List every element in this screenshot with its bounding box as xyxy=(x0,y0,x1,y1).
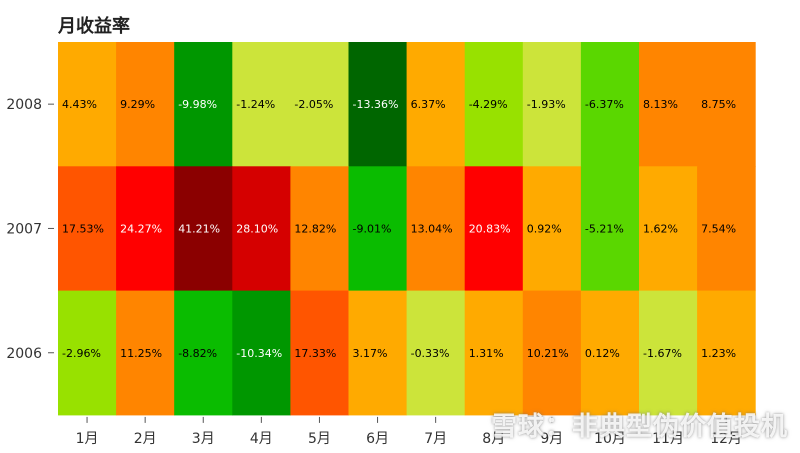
heatmap-cell-2008-4 xyxy=(232,42,291,167)
heatmap-cell-2008-10 xyxy=(580,42,640,167)
y-tick-label: 2006 xyxy=(6,346,42,362)
cell-value-label: -2.96% xyxy=(62,347,101,360)
heatmap-cell-2008-11 xyxy=(639,42,698,167)
cell-value-label: -2.05% xyxy=(294,98,333,111)
cell-value-label: 28.10% xyxy=(236,222,278,235)
heatmap-cell-2008-7 xyxy=(406,42,466,167)
heatmap-cell-2006-7 xyxy=(406,290,466,416)
heatmap-cell-2007-4 xyxy=(232,166,291,292)
heatmap-cell-2006-10 xyxy=(580,290,640,416)
x-tick-label: 11月 xyxy=(652,431,684,447)
cell-value-label: -0.33% xyxy=(411,347,450,360)
cell-value-label: -1.24% xyxy=(236,98,275,111)
heatmap-cell-2006-3 xyxy=(174,290,233,416)
cell-value-label: -10.34% xyxy=(236,347,282,360)
x-tick-label: 12月 xyxy=(710,431,742,447)
cell-value-label: 1.23% xyxy=(701,347,736,360)
cell-value-label: 7.54% xyxy=(701,222,736,235)
heatmap-cell-2008-8 xyxy=(464,42,524,167)
cell-value-label: 1.31% xyxy=(469,347,504,360)
heatmap-cell-2006-1 xyxy=(58,290,117,416)
heatmap-cell-2007-11 xyxy=(639,166,698,292)
x-tick-label: 10月 xyxy=(594,431,626,447)
cell-value-label: 17.53% xyxy=(62,222,104,235)
cell-value-label: 4.43% xyxy=(62,98,97,111)
x-tick-label: 6月 xyxy=(366,431,389,447)
heatmap-cell-2006-11 xyxy=(639,290,698,416)
cell-value-label: 13.04% xyxy=(411,222,453,235)
heatmap-cell-2007-8 xyxy=(464,166,524,292)
watermark: 雪球：非典型伪价值投机 xyxy=(490,412,788,442)
heatmap-cell-2006-6 xyxy=(348,290,408,416)
heatmap-cell-2007-7 xyxy=(406,166,466,292)
heatmap-cell-2008-12 xyxy=(697,42,756,167)
heatmap-cell-2006-4 xyxy=(232,290,291,416)
heatmap-cell-2007-2 xyxy=(116,166,175,292)
y-tick-label: 2007 xyxy=(6,221,42,237)
heatmap-cell-2007-9 xyxy=(522,166,582,292)
x-tick-label: 7月 xyxy=(424,431,447,447)
cell-value-label: 1.62% xyxy=(643,222,678,235)
y-tick-label: 2008 xyxy=(6,97,42,113)
cell-value-label: 3.17% xyxy=(353,347,388,360)
heatmap-cell-2006-2 xyxy=(116,290,175,416)
heatmap-cell-2008-9 xyxy=(522,42,582,167)
cell-value-label: 9.29% xyxy=(120,98,155,111)
heatmap-cell-2007-12 xyxy=(697,166,756,292)
heatmap-cell-2006-12 xyxy=(697,290,756,416)
cell-value-label: 8.75% xyxy=(701,98,736,111)
cell-value-label: -13.36% xyxy=(353,98,399,111)
heatmap-cell-2007-5 xyxy=(290,166,349,292)
cell-value-label: 10.21% xyxy=(527,347,569,360)
cell-value-label: -1.93% xyxy=(527,98,566,111)
cell-value-label: 12.82% xyxy=(294,222,336,235)
cell-value-label: 6.37% xyxy=(411,98,446,111)
cell-value-label: 17.33% xyxy=(294,347,336,360)
x-tick-label: 2月 xyxy=(134,431,157,447)
cell-value-label: -5.21% xyxy=(585,222,624,235)
x-tick-label: 8月 xyxy=(482,431,505,447)
heatmap-cell-2006-5 xyxy=(290,290,349,416)
cell-value-label: -8.82% xyxy=(178,347,217,360)
cell-value-label: -4.29% xyxy=(469,98,508,111)
heatmap-cell-2006-8 xyxy=(464,290,524,416)
heatmap-cell-2008-1 xyxy=(58,42,117,167)
cell-value-label: -9.98% xyxy=(178,98,217,111)
heatmap-cell-2007-3 xyxy=(174,166,233,292)
chart-title: 月收益率 xyxy=(58,16,130,37)
heatmap-cell-2008-5 xyxy=(290,42,349,167)
cell-value-label: -6.37% xyxy=(585,98,624,111)
heatmap-cell-2008-6 xyxy=(348,42,408,167)
heatmap-cell-2008-3 xyxy=(174,42,233,167)
x-tick-label: 4月 xyxy=(250,431,273,447)
cell-value-label: -9.01% xyxy=(353,222,392,235)
x-tick-label: 1月 xyxy=(76,431,99,447)
x-tick-label: 3月 xyxy=(192,431,215,447)
cell-value-label: 41.21% xyxy=(178,222,220,235)
cell-value-label: 0.12% xyxy=(585,347,620,360)
heatmap-cell-2006-9 xyxy=(522,290,582,416)
cell-value-label: 8.13% xyxy=(643,98,678,111)
cell-value-label: 24.27% xyxy=(120,222,162,235)
heatmap-cell-2007-6 xyxy=(348,166,408,292)
cell-value-label: 0.92% xyxy=(527,222,562,235)
heatmap-cell-2007-1 xyxy=(58,166,117,292)
heatmap-cell-2007-10 xyxy=(580,166,640,292)
cell-value-label: 11.25% xyxy=(120,347,162,360)
heatmap-cell-2008-2 xyxy=(116,42,175,167)
cell-value-label: 20.83% xyxy=(469,222,511,235)
x-tick-label: 9月 xyxy=(540,431,563,447)
x-tick-label: 5月 xyxy=(308,431,331,447)
cell-value-label: -1.67% xyxy=(643,347,682,360)
